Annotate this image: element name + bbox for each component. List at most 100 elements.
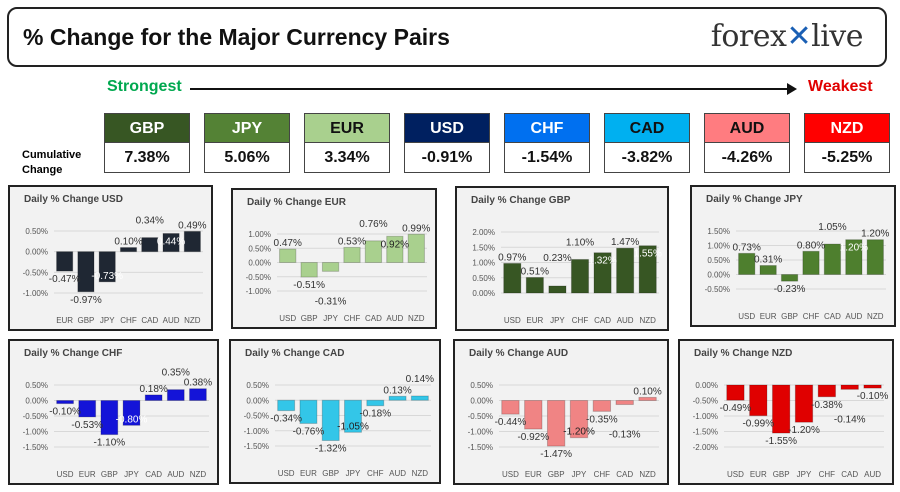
currency-code: NZD	[804, 113, 890, 143]
x-tick-label: AUD	[864, 470, 881, 479]
header-box: % Change for the Major Currency Pairs fo…	[7, 7, 887, 67]
data-label: 1.55%	[634, 249, 662, 260]
y-tick-label: 0.50%	[25, 227, 48, 236]
data-label: 0.23%	[543, 253, 571, 264]
bar-usd	[738, 252, 756, 276]
data-label: -1.20%	[563, 427, 595, 438]
y-tick-label: 0.00%	[25, 248, 48, 257]
data-label: 0.53%	[338, 236, 366, 247]
bar-cad	[840, 384, 859, 390]
cumulative-change-label: Cumulative Change	[22, 149, 82, 176]
cumulative-value: 7.38%	[104, 143, 190, 173]
y-tick-label: 0.50%	[246, 381, 269, 390]
currency-box-gbp: GBP 7.38%	[104, 113, 190, 173]
y-tick-label: 2.00%	[472, 228, 495, 237]
x-tick-label: JPY	[323, 314, 338, 323]
x-tick-label: USD	[278, 469, 295, 478]
currency-box-cad: CAD -3.82%	[604, 113, 690, 173]
data-label: -0.31%	[315, 296, 347, 307]
chart-chf: Daily % Change CHF 0.50% 0.00% -0.50% -1.00%…	[8, 339, 219, 485]
chart-title: Daily % Change JPY	[706, 194, 803, 205]
bar-jpy	[321, 262, 340, 272]
data-label: -1.05%	[337, 421, 369, 432]
y-tick-label: -1.00%	[23, 428, 48, 437]
chart-aud: Daily % Change AUD 0.50% 0.00% -0.50% -1.00%…	[453, 339, 669, 485]
x-tick-label: AUD	[845, 312, 862, 321]
bar-eur	[524, 400, 543, 430]
chart-title: Daily % Change CAD	[245, 348, 344, 359]
x-tick-label: AUD	[167, 470, 184, 479]
bar-nzd	[183, 230, 201, 253]
bar-usd	[279, 248, 297, 263]
bar-eur	[759, 265, 777, 276]
y-tick-label: 0.50%	[707, 256, 730, 265]
x-tick-label: EUR	[760, 312, 777, 321]
data-label: 1.47%	[611, 237, 639, 248]
x-tick-label: JPY	[346, 469, 361, 478]
x-tick-label: AUD	[386, 314, 403, 323]
currency-box-usd: USD -0.91%	[404, 113, 490, 173]
chart-nzd: Daily % Change NZD 0.00% -0.50% -1.00% -1.50…	[678, 339, 894, 485]
data-label: 0.44%	[157, 236, 185, 247]
y-tick-label: 0.50%	[248, 244, 271, 253]
bar-nzd	[189, 388, 207, 402]
data-label: -0.76%	[293, 426, 325, 437]
cumulative-value: -5.25%	[804, 143, 890, 173]
bar-cad	[615, 400, 634, 406]
forexlive-logo: forex✕live	[710, 19, 864, 54]
bar-nzd	[407, 233, 425, 263]
data-label: 0.73%	[733, 242, 761, 253]
bar-chf	[343, 246, 361, 263]
bar-gbp	[300, 262, 318, 278]
bar-jpy	[344, 399, 362, 433]
bar-chf	[817, 384, 837, 398]
y-tick-label: -1.50%	[244, 442, 269, 451]
bar-gbp	[771, 384, 791, 434]
bar-cad	[141, 237, 159, 253]
bar-eur	[525, 276, 544, 294]
data-label: 1.05%	[818, 222, 846, 233]
bar-aud	[162, 232, 180, 253]
x-tick-label: GBP	[773, 470, 790, 479]
y-tick-label: 1.00%	[707, 242, 730, 251]
x-tick-label: GBP	[101, 470, 118, 479]
x-tick-label: CAD	[141, 316, 158, 325]
y-tick-label: -0.50%	[23, 412, 48, 421]
x-tick-label: GBP	[301, 314, 318, 323]
bar-gbp	[321, 399, 340, 442]
x-tick-label: CAD	[365, 314, 382, 323]
data-label: -1.32%	[315, 444, 347, 455]
bar-usd	[503, 262, 522, 294]
currency-box-nzd: NZD -5.25%	[804, 113, 890, 173]
bar-gbp	[100, 400, 119, 436]
bar-gbp	[77, 251, 95, 293]
x-tick-label: JPY	[797, 470, 812, 479]
bar-eur	[749, 384, 768, 417]
bar-chf	[570, 258, 590, 294]
currency-code: USD	[404, 113, 490, 143]
data-label: -0.47%	[49, 274, 81, 285]
x-tick-label: NZD	[639, 470, 656, 479]
cumulative-value: -0.91%	[404, 143, 490, 173]
data-label: 0.99%	[402, 223, 430, 234]
bar-jpy	[548, 285, 567, 294]
bar-aud	[616, 247, 635, 294]
strongest-label: Strongest	[107, 78, 182, 95]
y-tick-label: 0.00%	[248, 259, 271, 268]
data-label: 0.14%	[406, 374, 434, 385]
y-tick-label: -1.00%	[246, 287, 271, 296]
chart-gbp: Daily % Change GBP 2.00% 1.50% 1.00% 0.50% 0.…	[455, 186, 669, 331]
data-label: -0.14%	[834, 414, 866, 425]
bar-nzd	[638, 396, 657, 402]
y-tick-label: -0.50%	[705, 285, 730, 294]
data-label: -0.13%	[609, 430, 641, 441]
x-tick-label: GBP	[77, 316, 94, 325]
currency-box-aud: AUD -4.26%	[704, 113, 790, 173]
bar-jpy	[569, 400, 589, 439]
bar-usd	[501, 400, 520, 415]
currency-box-chf: CHF -1.54%	[504, 113, 590, 173]
y-tick-label: -1.00%	[23, 289, 48, 298]
x-tick-label: USD	[279, 314, 296, 323]
y-tick-label: 0.50%	[470, 381, 493, 390]
data-label: 0.76%	[359, 219, 387, 230]
